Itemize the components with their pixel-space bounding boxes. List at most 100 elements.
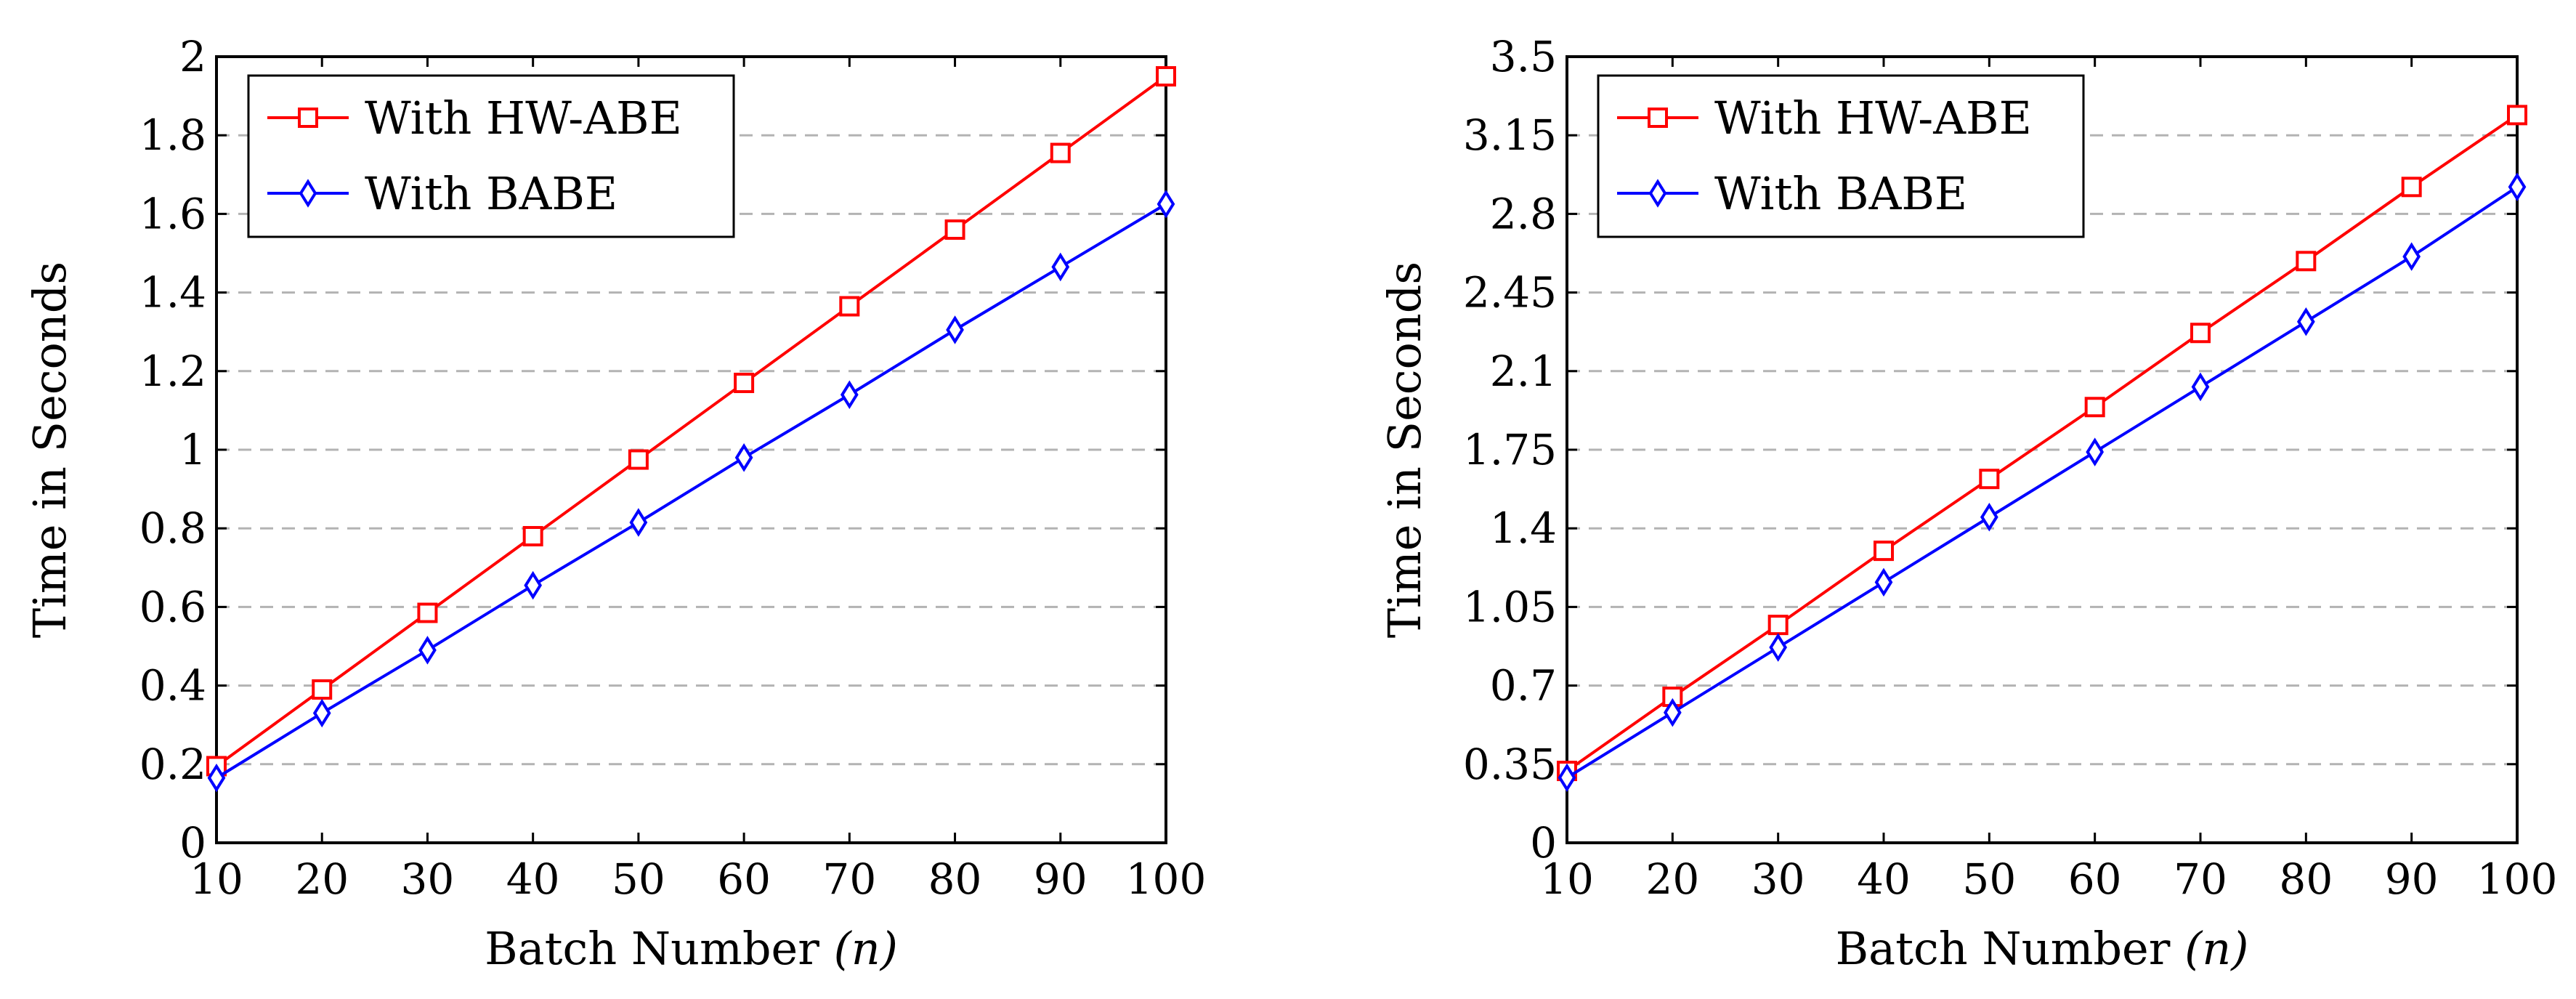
x-tick-label: 50: [1962, 854, 2016, 904]
y-tick-label: 0.4: [139, 661, 206, 711]
x-tick-label: 30: [401, 854, 455, 904]
data-point: [944, 219, 965, 240]
series-line: [1566, 185, 2519, 780]
data-point: [1156, 66, 1176, 87]
x-tick-label: 90: [1034, 854, 1087, 904]
chart-2: 0 0.35 0.7 1.05 1.4 1.75 2.1 2.45 2.8 3.15 3.5 10 20…: [1378, 32, 2557, 975]
x-tick-label: 80: [2279, 854, 2333, 904]
y-axis-title: Time in Seconds: [1378, 262, 1431, 639]
y-tick-label: 2.45: [1463, 268, 1557, 318]
legend-marker: [298, 108, 318, 128]
y-tick-label: 2.1: [1490, 347, 1557, 396]
data-point: [2508, 172, 2527, 202]
x-axis-title-main: Batch Number: [485, 922, 834, 975]
data-point: [312, 698, 331, 728]
y-tick-label: 3.15: [1463, 110, 1557, 160]
data-point: [1157, 190, 1175, 219]
x-tick-label: 70: [822, 854, 876, 904]
data-point: [1980, 502, 1998, 532]
y-tick-label: 0.6: [139, 582, 206, 631]
data-point: [946, 315, 964, 344]
x-axis-title-variable: (n): [2184, 922, 2248, 975]
data-point: [418, 636, 437, 665]
data-point: [2191, 372, 2210, 402]
series-2: [1558, 172, 2527, 793]
x-axis-title-main: Batch Number: [1836, 922, 2185, 975]
legend-box: [1597, 74, 2085, 238]
y-tick-label: 1.8: [139, 110, 206, 160]
data-point: [2296, 251, 2317, 272]
y-tick-label: 0.35: [1463, 740, 1557, 789]
y-tick-label: 1.05: [1463, 582, 1557, 631]
data-point: [1050, 142, 1071, 163]
chart-1: 0 0.2 0.4 0.6 0.8 1 1.2 1.4 1.6 1.8 2 10 20 30 40 50 60 7…: [23, 32, 1206, 975]
x-tick-label: 100: [1126, 854, 1207, 904]
data-point: [840, 380, 859, 410]
y-tick-label: 0.2: [139, 740, 206, 789]
x-tick-label: 50: [612, 854, 665, 904]
legend-label: With HW-ABE: [365, 92, 682, 145]
data-point: [207, 763, 226, 793]
data-point: [734, 373, 755, 394]
data-point: [522, 526, 543, 547]
data-point: [628, 449, 649, 470]
y-tick-label: 0: [179, 818, 206, 867]
legend-label: With BABE: [1714, 167, 1967, 220]
data-point: [1769, 633, 1788, 662]
data-point: [524, 570, 543, 600]
x-tick-label: 60: [2068, 854, 2122, 904]
data-point: [1767, 615, 1789, 636]
x-tick-label: 10: [190, 854, 243, 904]
x-tick-label: 80: [928, 854, 982, 904]
legend-marker: [1648, 108, 1668, 128]
data-point: [734, 443, 753, 472]
data-point: [1874, 567, 1893, 597]
y-axis-title: Time in Seconds: [23, 262, 76, 639]
legend-box: [247, 74, 735, 238]
x-tick-label: 30: [1751, 854, 1805, 904]
series-1: [206, 66, 1176, 777]
x-axis-title: Batch Number (n): [1836, 922, 2249, 975]
x-tick-label: 10: [1540, 854, 1594, 904]
legend: With HW-ABE With BABE: [1597, 74, 2085, 238]
series-line: [215, 203, 1167, 780]
data-point: [1979, 469, 2000, 490]
x-tick-label: 100: [2477, 854, 2558, 904]
data-point: [2507, 105, 2527, 126]
data-point: [2296, 307, 2315, 336]
x-tick-label: 20: [295, 854, 349, 904]
x-tick-label: 40: [506, 854, 560, 904]
data-point: [2190, 323, 2211, 344]
series-2: [207, 190, 1175, 793]
data-point: [839, 296, 860, 317]
legend-label: With BABE: [365, 167, 617, 220]
data-point: [417, 602, 438, 623]
x-tick-label: 60: [717, 854, 771, 904]
x-tick-label: 20: [1645, 854, 1699, 904]
y-tick-label: 0: [1530, 818, 1557, 867]
y-tick-label: 1.75: [1463, 425, 1557, 474]
y-tick-label: 0.8: [139, 503, 206, 553]
y-tick-label: 1.4: [139, 268, 206, 318]
x-axis-title-variable: (n): [834, 922, 898, 975]
data-point: [2401, 177, 2422, 198]
x-tick-label: 70: [2174, 854, 2227, 904]
legend-marker: [1648, 179, 1667, 208]
y-tick-label: 1.4: [1490, 503, 1557, 553]
y-tick-label: 1.6: [139, 189, 206, 238]
x-tick-label: 40: [1857, 854, 1911, 904]
y-tick-label: 2: [179, 32, 206, 81]
data-point: [1874, 541, 1894, 562]
y-tick-label: 1.2: [139, 347, 206, 396]
data-point: [312, 679, 333, 700]
y-tick-label: 2.8: [1490, 189, 1557, 238]
data-point: [1663, 697, 1682, 727]
legend: With HW-ABE With BABE: [247, 74, 735, 238]
series-1: [1557, 105, 2527, 782]
series-line: [215, 75, 1167, 768]
legend-marker: [299, 179, 317, 208]
data-point: [1051, 252, 1070, 282]
y-tick-label: 1: [179, 425, 206, 474]
data-point: [2086, 437, 2105, 466]
